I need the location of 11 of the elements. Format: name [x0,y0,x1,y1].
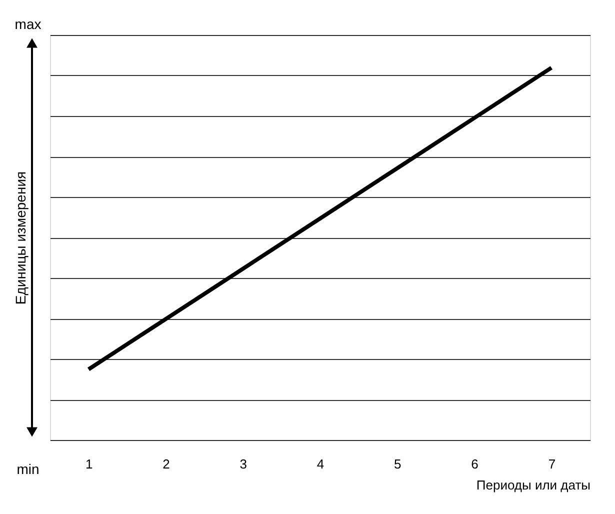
x-tick-label: 6 [471,456,478,472]
x-axis-title: Периоды или даты [476,478,590,492]
x-tick-label: 3 [240,456,247,472]
x-tick-label: 2 [162,456,170,472]
y-axis-title: Единицы измерения [12,171,28,305]
text: max [14,16,42,32]
text: min [16,461,40,477]
x-tick-label: 1 [85,456,93,472]
x-tick-label: 5 [394,456,402,472]
x-tick-label: 4 [316,456,324,472]
x-tick-label: 7 [548,456,556,472]
